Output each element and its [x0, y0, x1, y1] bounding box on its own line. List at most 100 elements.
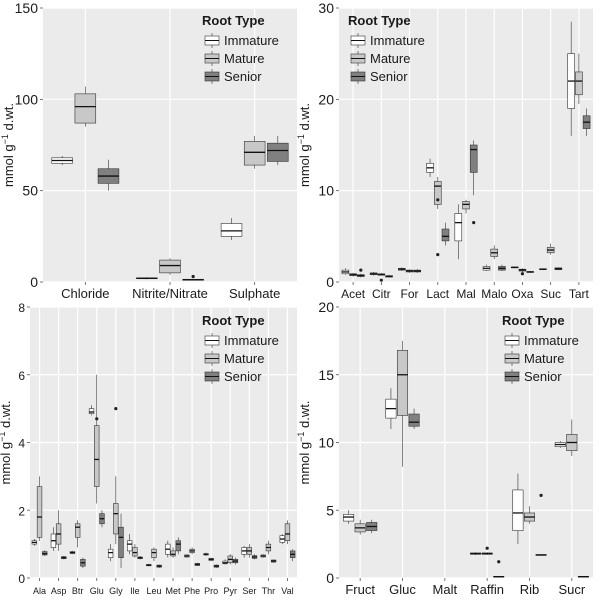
box-senior-suc	[554, 267, 563, 271]
panel-top-right: 0 10 20 30 Acet Citr For Lact Mal Malo Oxa Suc Tart m…	[296, 0, 593, 301]
legend-title: Root Type	[202, 13, 265, 28]
box-body	[454, 213, 463, 242]
y-tick-label: 0	[18, 572, 25, 586]
box-mature-suc	[546, 243, 555, 255]
box-immature-malo	[482, 264, 491, 272]
y-tick-label: 6	[18, 369, 25, 383]
box-senior-asp	[61, 555, 67, 560]
box-senior-leu	[156, 564, 162, 568]
x-tick-label: Thr	[262, 586, 276, 596]
legend-title: Root Type	[202, 313, 265, 328]
legend-title: Root Type	[502, 313, 565, 328]
box-mature-ala	[36, 476, 43, 541]
box-mature-chloride	[74, 86, 97, 127]
box-senior-ile	[137, 555, 143, 560]
box-senior-malo	[498, 264, 506, 272]
box-immature-ile	[127, 533, 133, 555]
box-immature-val	[279, 533, 285, 545]
box-senior-lact	[441, 222, 450, 246]
box-mature-nitrite-nitrate	[159, 258, 181, 275]
box-body	[159, 259, 181, 274]
box-mature-mal	[462, 199, 470, 214]
box-body	[88, 408, 95, 415]
legend-label-mature: Mature	[370, 51, 410, 66]
box-immature-btr	[69, 550, 76, 555]
outlier-point	[520, 272, 525, 276]
box-body	[118, 526, 124, 558]
y-axis-title: mmol g−1 d.wt.	[296, 401, 312, 485]
box-senior-met	[175, 537, 181, 555]
x-tick-label: Tart	[569, 287, 590, 301]
box-senior-pro	[213, 564, 220, 568]
y-tick-label: 0	[30, 274, 38, 290]
y-tick-label: 10	[318, 435, 334, 451]
box-immature-ser	[241, 545, 247, 558]
box-mature-malo	[490, 245, 498, 260]
box-body	[243, 141, 266, 166]
box-body	[170, 550, 176, 557]
box-senior-acet	[357, 268, 365, 278]
x-tick-label: Pyr	[224, 586, 238, 596]
legend: Root Type Immature Mature Senior	[502, 313, 579, 384]
outlier-point	[95, 417, 99, 421]
box-body	[36, 486, 43, 538]
panel-top-left: 0 50 100 150 Chloride Nitrite/Nitrate Sulphate…	[0, 0, 297, 301]
box-immature-lact	[426, 158, 434, 177]
box-senior-glu	[99, 510, 105, 528]
legend-label-mature: Mature	[224, 51, 264, 66]
box-body	[575, 71, 583, 96]
x-tick-label: Gluc	[389, 582, 416, 597]
outlier-point	[436, 198, 440, 202]
box-immature-gluc	[385, 388, 397, 429]
box-body	[469, 144, 478, 173]
box-senior-gly	[118, 513, 124, 568]
box-senior-mal	[469, 140, 478, 225]
box-mature-gluc	[396, 340, 409, 467]
x-tick-label: Citr	[372, 287, 391, 301]
box-immature-glu	[88, 405, 95, 416]
x-tick-label: Btr	[72, 586, 84, 596]
y-tick-label: 4	[18, 437, 25, 451]
box-mature-for	[405, 269, 414, 273]
box-immature-for	[398, 267, 406, 272]
box-mature-citr	[377, 272, 386, 282]
panel-bottom-right: 0 5 10 15 20 Fruct Gluc Malt Raffin Rib Sucr mmol g…	[296, 299, 593, 597]
x-tick-label: Leu	[146, 586, 161, 596]
y-tick-label: 50	[22, 183, 38, 199]
legend: Root Type Immature Mature Senior	[202, 313, 279, 384]
box-senior-rib	[535, 493, 547, 556]
box-mature-fruct	[354, 519, 366, 535]
box-immature-rib	[512, 473, 524, 545]
box-immature-tart	[567, 21, 575, 136]
box-body	[512, 489, 524, 531]
box-senior-sucr	[577, 575, 589, 578]
box-senior-ser	[251, 554, 258, 560]
box-immature-suc	[539, 268, 547, 271]
box-mature-rib	[523, 506, 536, 524]
box-mature-phe	[189, 547, 195, 555]
box-body	[175, 540, 181, 552]
box-mature-pro	[208, 557, 214, 562]
box-senior-gluc	[408, 408, 420, 429]
x-tick-label: Gly	[109, 586, 123, 596]
y-tick-label: 30	[318, 0, 334, 16]
box-senior-val	[290, 549, 296, 562]
x-tick-label: Nitrite/Nitrate	[132, 286, 208, 301]
y-tick-label: 150	[15, 0, 39, 16]
outlier-point	[485, 546, 489, 550]
box-mature-sucr	[566, 419, 578, 457]
outlier-point	[114, 407, 118, 411]
box-mature-gly	[113, 407, 119, 545]
box-immature-asp	[50, 527, 57, 551]
x-tick-label: Malo	[481, 287, 507, 301]
box-senior-for	[413, 269, 422, 273]
x-tick-label: Rib	[520, 582, 540, 597]
box-mature-asp	[55, 510, 62, 551]
legend-label-immature: Immature	[224, 33, 279, 48]
box-immature-phe	[184, 554, 190, 558]
x-tick-label: Ala	[33, 586, 46, 596]
box-immature-raffin	[470, 552, 482, 555]
x-tick-label: Sucr	[558, 582, 585, 597]
box-senior-oxa	[526, 271, 534, 273]
y-tick-label: 20	[318, 91, 334, 107]
